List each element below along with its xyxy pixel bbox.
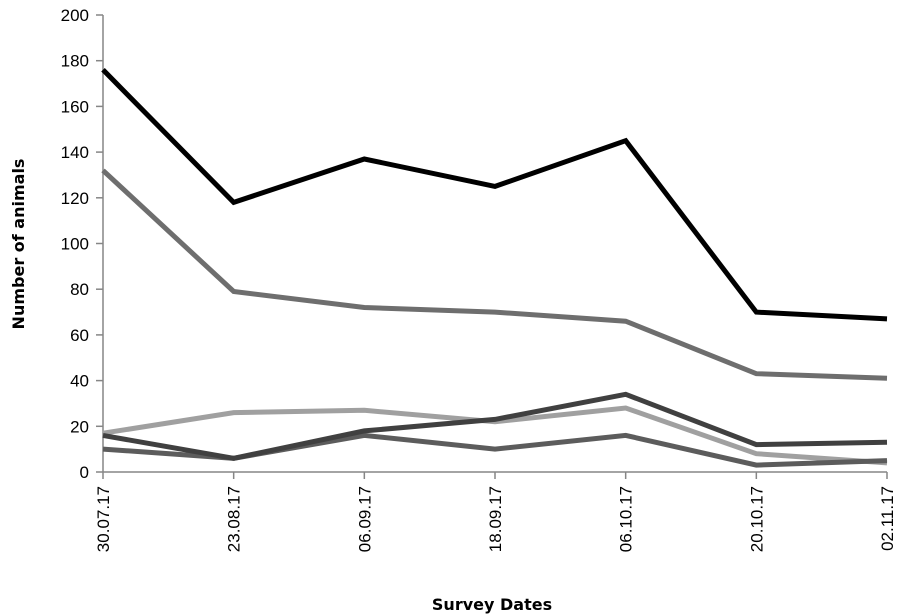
x-axis-title: Survey Dates — [432, 595, 552, 614]
y-axis: 0 20 40 60 80 100 120 140 160 180 200 — [61, 6, 104, 482]
series-line-5 — [102, 432, 888, 468]
y-tick-label: 0 — [80, 463, 89, 482]
x-tick-label: 06.10.17 — [617, 486, 636, 552]
x-axis: 30.07.17 23.08.17 06.09.17 18.09.17 06.10.17… — [94, 471, 897, 552]
y-tick-label: 40 — [70, 372, 89, 391]
y-tick-label: 120 — [61, 189, 89, 208]
y-tick-label: 20 — [70, 417, 89, 436]
x-tick-label: 30.07.17 — [94, 486, 113, 552]
x-tick-label: 18.09.17 — [486, 486, 505, 552]
series-line-1 — [101, 68, 888, 322]
y-axis-title: Number of animals — [9, 159, 28, 330]
series-group — [101, 68, 888, 468]
y-tick-label: 180 — [61, 52, 89, 71]
y-tick-label: 140 — [61, 143, 89, 162]
x-tick-label: 20.10.17 — [747, 486, 766, 552]
y-tick-label: 60 — [70, 326, 89, 345]
series-line-2 — [101, 168, 888, 381]
y-tick-label: 80 — [70, 280, 89, 299]
x-tick-label: 02.11.17 — [878, 486, 897, 551]
x-tick-label: 23.08.17 — [225, 486, 244, 552]
y-tick-label: 100 — [61, 235, 89, 254]
y-tick-label: 200 — [61, 6, 89, 25]
series-line-4 — [102, 391, 888, 461]
y-tick-label: 160 — [61, 97, 89, 116]
x-tick-label: 06.09.17 — [355, 486, 374, 552]
